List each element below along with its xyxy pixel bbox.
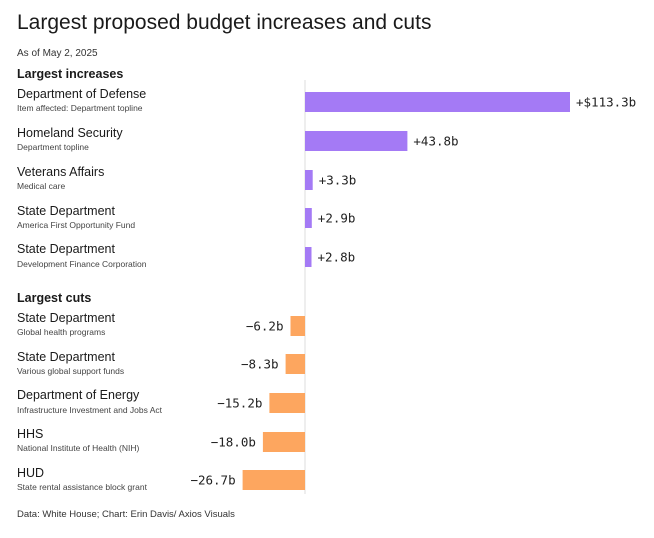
cut-bar bbox=[285, 354, 305, 374]
row-name: Veterans Affairs bbox=[17, 165, 105, 179]
bar-value-label: −8.3b bbox=[241, 357, 279, 372]
row-detail: State rental assistance block grant bbox=[17, 482, 147, 492]
row-detail: Item affected: Department topline bbox=[17, 103, 143, 113]
increase-bar bbox=[305, 131, 408, 151]
cut-bar bbox=[242, 470, 305, 490]
cut-bar bbox=[269, 393, 305, 413]
row-name: HUD bbox=[17, 466, 45, 480]
bar-value-label: −6.2b bbox=[246, 319, 284, 334]
row-detail: Various global support funds bbox=[17, 366, 125, 376]
increase-bar bbox=[305, 208, 312, 228]
bar-value-label: −26.7b bbox=[190, 473, 235, 488]
section-label-increases: Largest increases bbox=[17, 67, 124, 81]
bar-value-label: −18.0b bbox=[211, 435, 256, 450]
row-name: State Department bbox=[17, 204, 115, 218]
increase-bar bbox=[305, 247, 312, 267]
row-detail: America First Opportunity Fund bbox=[17, 220, 136, 230]
row-name: Department of Energy bbox=[17, 388, 140, 402]
row-name: Department of Defense bbox=[17, 87, 147, 101]
bar-value-label: +3.3b bbox=[319, 173, 357, 188]
increase-bar bbox=[305, 92, 570, 112]
bar-value-label: +2.9b bbox=[318, 211, 356, 226]
bar-value-label: +43.8b bbox=[413, 134, 458, 149]
row-name: State Department bbox=[17, 350, 115, 364]
chart-subtitle: As of May 2, 2025 bbox=[17, 48, 98, 59]
row-detail: Department topline bbox=[17, 142, 89, 152]
row-detail: Global health programs bbox=[17, 327, 106, 337]
section-label-cuts: Largest cuts bbox=[17, 291, 92, 305]
row-name: Homeland Security bbox=[17, 126, 123, 140]
row-detail: Development Finance Corporation bbox=[17, 259, 147, 269]
row-name: State Department bbox=[17, 242, 115, 256]
chart-title: Largest proposed budget increases and cu… bbox=[17, 11, 432, 34]
row-detail: Medical care bbox=[17, 181, 66, 191]
row-detail: National Institute of Health (NIH) bbox=[17, 443, 140, 453]
source-note: Data: White House; Chart: Erin Davis/ Ax… bbox=[17, 509, 235, 520]
row-name: State Department bbox=[17, 311, 115, 325]
row-detail: Infrastructure Investment and Jobs Act bbox=[17, 405, 163, 415]
increase-bar bbox=[305, 170, 313, 190]
bar-value-label: +$113.3b bbox=[576, 95, 636, 110]
cut-bar bbox=[290, 316, 305, 336]
bar-value-label: −15.2b bbox=[217, 396, 262, 411]
row-name: HHS bbox=[17, 427, 44, 441]
cut-bar bbox=[262, 432, 305, 452]
bar-value-label: +2.8b bbox=[318, 250, 356, 265]
